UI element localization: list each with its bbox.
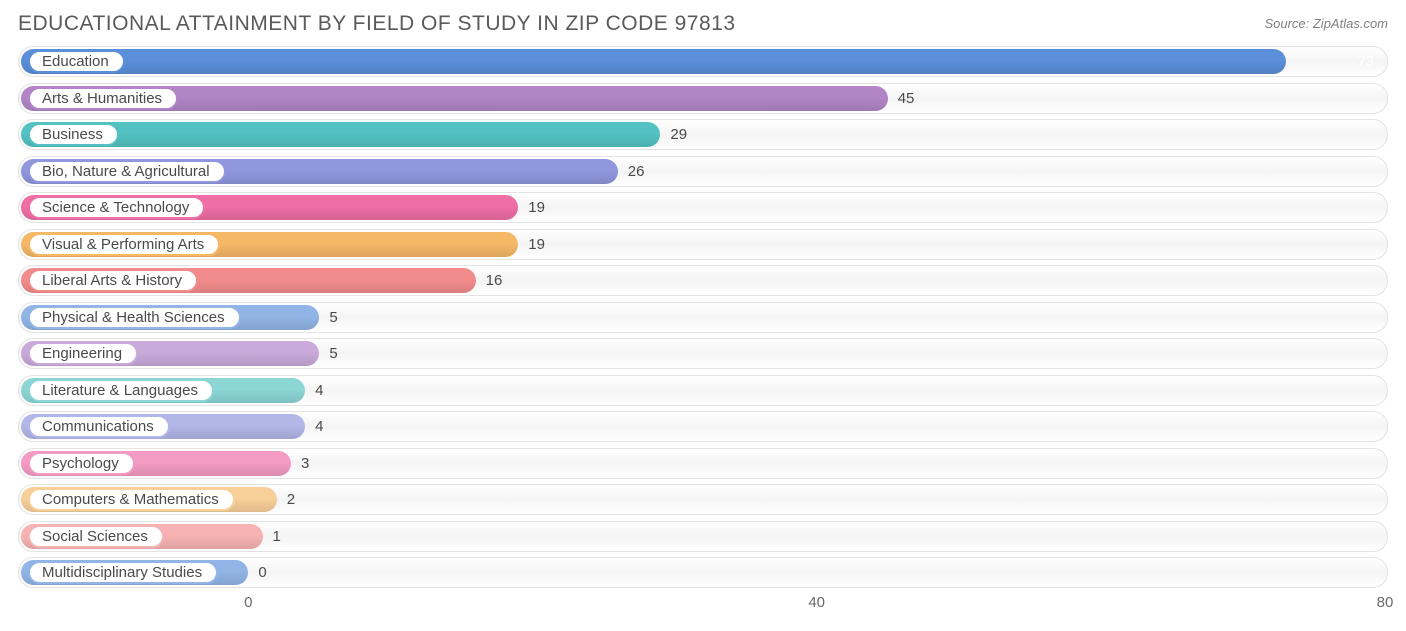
- bar-value-label: 4: [305, 375, 323, 406]
- chart-header: EDUCATIONAL ATTAINMENT BY FIELD OF STUDY…: [18, 12, 1388, 36]
- category-pill: Education: [28, 50, 125, 73]
- bar-value-label: 5: [319, 302, 337, 333]
- category-pill: Multidisciplinary Studies: [28, 561, 218, 584]
- x-axis-tick: 40: [808, 594, 825, 611]
- bar-value-label: 2: [277, 484, 295, 515]
- category-pill: Bio, Nature & Agricultural: [28, 160, 226, 183]
- bar-value-label: 0: [248, 557, 266, 588]
- bar-value-label: 19: [518, 229, 545, 260]
- bar-row: Social Sciences 1: [18, 521, 1388, 552]
- bar-value-label: 5: [319, 338, 337, 369]
- chart-source: Source: ZipAtlas.com: [1264, 16, 1388, 31]
- bar-row: Psychology 3: [18, 448, 1388, 479]
- bar-row: Visual & Performing Arts 19: [18, 229, 1388, 260]
- category-pill: Visual & Performing Arts: [28, 233, 220, 256]
- bar-row: Physical & Health Sciences 5: [18, 302, 1388, 333]
- bar-value-label: 1: [263, 521, 281, 552]
- bar-row: Bio, Nature & Agricultural 26: [18, 156, 1388, 187]
- bar-row: Computers & Mathematics 2: [18, 484, 1388, 515]
- x-axis-tick: 80: [1377, 594, 1394, 611]
- bar-value-label: 29: [660, 119, 687, 150]
- bar-row: Literature & Languages 4: [18, 375, 1388, 406]
- x-axis-tick: 0: [244, 594, 252, 611]
- bar-value-label: 4: [305, 411, 323, 442]
- x-axis: 04080: [18, 594, 1388, 618]
- bar-value-label: 45: [888, 83, 915, 114]
- category-pill: Communications: [28, 415, 170, 438]
- chart-title: EDUCATIONAL ATTAINMENT BY FIELD OF STUDY…: [18, 12, 736, 36]
- bar-value-label: 16: [476, 265, 503, 296]
- bar-value-label: 26: [618, 156, 645, 187]
- bar-fill: [21, 49, 1286, 74]
- category-pill: Computers & Mathematics: [28, 488, 235, 511]
- category-pill: Literature & Languages: [28, 379, 214, 402]
- chart-container: EDUCATIONAL ATTAINMENT BY FIELD OF STUDY…: [0, 0, 1406, 631]
- bar-row: Science & Technology 19: [18, 192, 1388, 223]
- category-pill: Psychology: [28, 452, 135, 475]
- category-pill: Liberal Arts & History: [28, 269, 198, 292]
- bar-row: Education 73: [18, 46, 1388, 77]
- category-pill: Engineering: [28, 342, 138, 365]
- bar-row: Arts & Humanities 45: [18, 83, 1388, 114]
- bar-value-label: 73: [1357, 46, 1374, 77]
- category-pill: Social Sciences: [28, 525, 164, 548]
- bar-value-label: 19: [518, 192, 545, 223]
- bar-row: Engineering 5: [18, 338, 1388, 369]
- bar-row: Liberal Arts & History 16: [18, 265, 1388, 296]
- chart-area: Education73Arts & Humanities45Business29…: [18, 46, 1388, 588]
- bar-value-label: 3: [291, 448, 309, 479]
- category-pill: Arts & Humanities: [28, 87, 178, 110]
- bar-row: Communications 4: [18, 411, 1388, 442]
- category-pill: Business: [28, 123, 119, 146]
- category-pill: Science & Technology: [28, 196, 205, 219]
- bar-row: Multidisciplinary Studies 0: [18, 557, 1388, 588]
- category-pill: Physical & Health Sciences: [28, 306, 241, 329]
- bar-row: Business 29: [18, 119, 1388, 150]
